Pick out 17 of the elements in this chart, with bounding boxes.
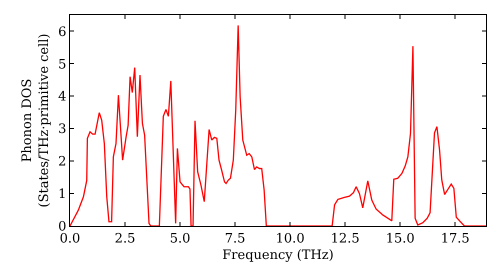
x-tick-label: 2.5 bbox=[114, 232, 136, 247]
line-series bbox=[70, 24, 486, 226]
x-tick-label: 15.0 bbox=[386, 232, 415, 247]
x-tick-label: 7.5 bbox=[224, 232, 246, 247]
y-axis-title: Phonon DOS (States/THz·primitive cell) bbox=[20, 33, 52, 208]
y-tick-label: 2 bbox=[58, 154, 66, 170]
y-tick-label: 1 bbox=[58, 187, 66, 202]
x-tick-label: 12.5 bbox=[330, 232, 360, 247]
y-tick-label: 5 bbox=[58, 57, 66, 72]
y-tick-label: 4 bbox=[58, 90, 66, 105]
x-axis-title: Frequency (THz) bbox=[222, 248, 334, 264]
x-tick-label: 5.0 bbox=[170, 232, 190, 247]
x-tick-label: 17.5 bbox=[440, 232, 470, 247]
y-tick-label: 3 bbox=[58, 122, 66, 138]
x-tick-label: 10.0 bbox=[276, 232, 305, 247]
x-tick-label: 0.0 bbox=[60, 232, 80, 247]
y-tick-label: 6 bbox=[58, 24, 66, 40]
